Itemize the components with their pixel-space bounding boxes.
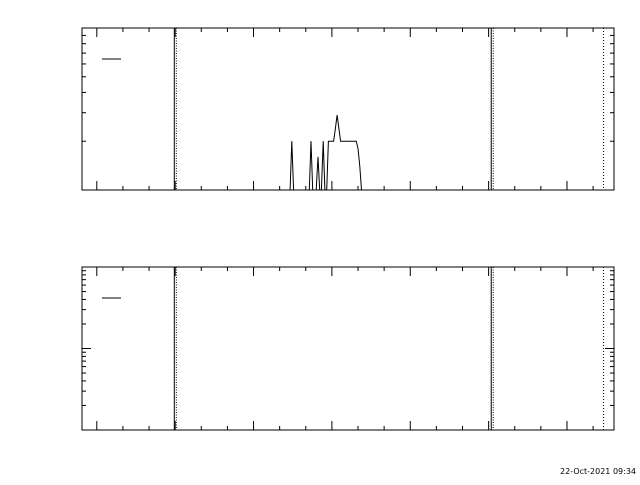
plot-frame xyxy=(81,27,615,191)
lo-channel-panel xyxy=(81,27,615,191)
plot-frame xyxy=(81,266,615,431)
series-line xyxy=(289,115,364,191)
generation-timestamp: 22-Oct-2021 09:34 xyxy=(560,467,636,476)
hi-channel-panel xyxy=(81,266,615,431)
